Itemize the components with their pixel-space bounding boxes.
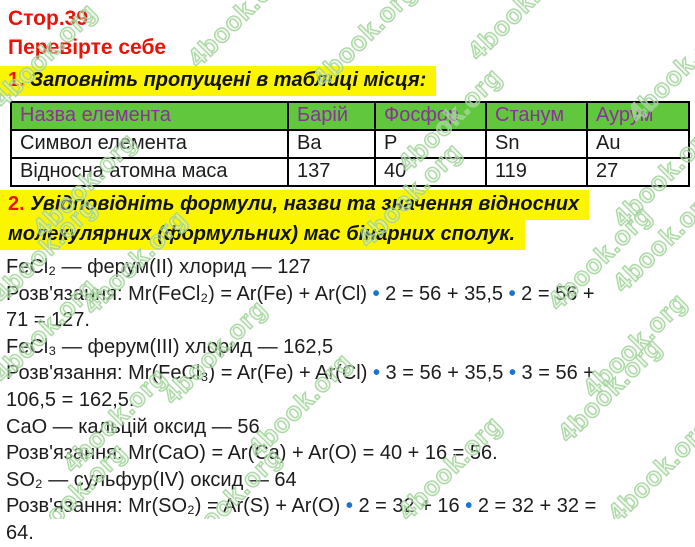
- multiplication-dot: •: [508, 282, 516, 305]
- table-cell: 137: [287, 157, 376, 187]
- task-2-line-1: 2. Увідповідніть формули, назви та значе…: [0, 190, 695, 220]
- solution-text: 64.: [6, 521, 34, 544]
- table-cell: 119: [485, 157, 588, 187]
- solution-line: FeCl₃ — ферум(III) хлорид — 162,5: [6, 334, 695, 361]
- task-1-text: Заповніть пропущені в таблиці місця:: [30, 69, 427, 91]
- task-2-text-1: Увідповідніть формули, назви та значення…: [30, 193, 580, 215]
- task-1-heading: 1. Заповніть пропущені в таблиці місця:: [0, 66, 695, 96]
- solution-text: FeCl₃ — ферум(III) хлорид — 162,5: [6, 335, 334, 358]
- table-cell: 27: [586, 157, 690, 187]
- solution-text: Розв'язання: Mr(FeCl₃) = Ar(Fe) + Ar(Cl): [6, 362, 373, 385]
- solution-line: Розв'язання: Mr(FeCl₂) = Ar(Fe) + Ar(Cl)…: [6, 281, 695, 308]
- table-header-cell: Барій: [287, 101, 376, 131]
- table-row: Символ елемента Ba P Sn Au: [10, 129, 690, 159]
- table-cell: Відносна атомна маса: [10, 157, 289, 187]
- task-2-line-2: молекулярних (формульних) мас бінарних с…: [0, 220, 695, 250]
- table-row: Відносна атомна маса 137 40 119 27: [10, 157, 690, 187]
- solution-text: 2 = 56 + 35,5: [379, 282, 509, 305]
- task-2-heading: 2. Увідповідніть формули, назви та значе…: [0, 190, 695, 250]
- solution-text: Розв'язання: Mr(FeCl₂) = Ar(Fe) + Ar(Cl): [6, 282, 373, 305]
- table-cell: Sn: [485, 129, 588, 159]
- solution-text: 2 = 32 + 32 =: [472, 495, 597, 518]
- multiplication-dot: •: [372, 282, 380, 305]
- task-2-number: 2.: [8, 193, 25, 215]
- table-header-cell: Назва елемента: [10, 101, 289, 131]
- multiplication-dot: •: [345, 495, 353, 518]
- solution-text: 71 = 127.: [6, 309, 90, 332]
- table-header-row: Назва елемента Барій Фосфор Станум Аурум: [10, 101, 690, 131]
- solution-text: CaO — кальцій оксид — 56: [6, 415, 260, 438]
- solution-line: 71 = 127.: [6, 307, 695, 334]
- solution-text: FeCl₂ — ферум(II) хлорид — 127: [6, 256, 311, 278]
- task-2-highlight-1: 2. Увідповідніть формули, назви та значе…: [0, 190, 590, 220]
- solution-block: FeCl₂ — ферум(II) хлорид — 127 Розв'язанн…: [6, 254, 695, 547]
- solution-line: Розв'язання: Mr(SO₂) = Ar(S) + Ar(O) • 2…: [6, 493, 695, 520]
- solution-line: SO₂ — сульфур(IV) оксид — 64: [6, 467, 695, 494]
- table-cell: Символ елемента: [10, 129, 289, 159]
- table-cell: P: [374, 129, 487, 159]
- solution-line: 106,5 = 162,5.: [6, 387, 695, 414]
- solution-text: Розв'язання: Mr(SO₂) = Ar(S) + Ar(O): [6, 495, 346, 518]
- solution-text: 3 = 56 +: [515, 362, 595, 385]
- solution-line: Розв'язання: Mr(CaO) = Ar(Ca) + Ar(O) = …: [6, 440, 695, 467]
- task-1-highlight: 1. Заповніть пропущені в таблиці місця:: [0, 66, 437, 96]
- solution-line: Розв'язання: Mr(FeCl₃) = Ar(Fe) + Ar(Cl)…: [6, 360, 695, 387]
- solution-text: 2 = 32 + 16: [352, 495, 466, 518]
- solution-line: FeCl₂ — ферум(II) хлорид — 127: [6, 254, 695, 281]
- multiplication-dot: •: [508, 362, 516, 385]
- solution-text: SO₂ — сульфур(IV) оксид — 64: [6, 468, 297, 491]
- task-2-text-2: молекулярних (формульних) мас бінарних с…: [8, 223, 516, 245]
- task-1-number: 1.: [8, 69, 25, 91]
- table-header-cell: Станум: [485, 101, 588, 131]
- multiplication-dot: •: [465, 495, 473, 518]
- elements-table: Назва елемента Барій Фосфор Станум Аурум…: [10, 101, 690, 187]
- section-title: Перевірте себе: [8, 36, 167, 59]
- table-cell: Ba: [287, 129, 376, 159]
- solution-text: 2 = 56 +: [515, 282, 595, 305]
- solution-line: CaO — кальцій оксид — 56: [6, 414, 695, 441]
- solution-line: 64.: [6, 520, 695, 547]
- table-header-cell: Аурум: [586, 101, 690, 131]
- solution-text: 106,5 = 162,5.: [6, 388, 135, 411]
- page-title: Стор.39: [8, 7, 89, 30]
- task-2-highlight-2: молекулярних (формульних) мас бінарних с…: [0, 220, 526, 250]
- table-cell: 40: [374, 157, 487, 187]
- table-cell: Au: [586, 129, 690, 159]
- solution-text: 3 = 56 + 35,5: [379, 362, 509, 385]
- multiplication-dot: •: [372, 362, 380, 385]
- table-header-cell: Фосфор: [374, 101, 487, 131]
- solution-text: Розв'язання: Mr(CaO) = Ar(Ca) + Ar(O) = …: [6, 442, 498, 465]
